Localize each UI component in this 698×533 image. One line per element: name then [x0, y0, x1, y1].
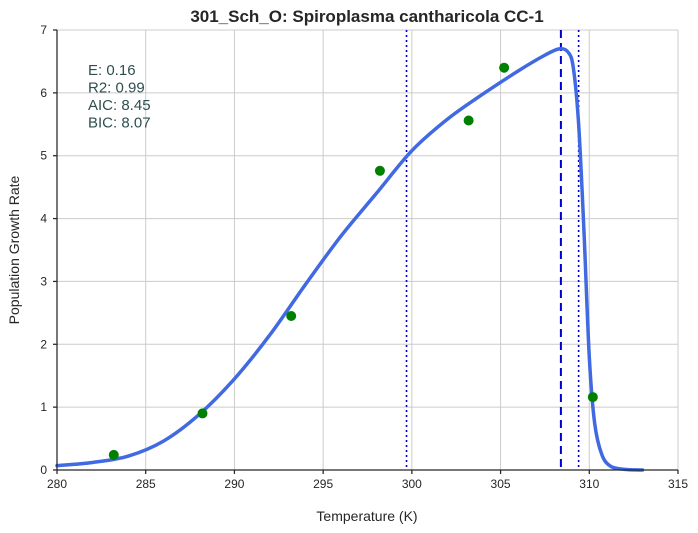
axes	[56, 30, 678, 471]
x-tick-label: 315	[668, 477, 688, 491]
x-tick-label: 290	[224, 477, 244, 491]
x-tick-label: 295	[313, 477, 333, 491]
x-tick-label: 280	[47, 477, 67, 491]
data-point	[108, 449, 119, 460]
data-point	[197, 408, 208, 419]
x-tick-label: 285	[136, 477, 156, 491]
fit-stat-line: BIC: 8.07	[88, 115, 151, 132]
y-tick-label: 7	[40, 23, 47, 37]
y-tick-label: 0	[40, 463, 47, 477]
fit-curve	[55, 46, 645, 472]
tick-labels: 280 285 290 295 300 305 310 315 0 1 2 3 4 5 6 7	[40, 23, 688, 491]
fit-stat-line: AIC: 8.45	[88, 97, 151, 114]
y-tick-label: 6	[40, 86, 47, 100]
x-tick-label: 310	[579, 477, 599, 491]
data-point	[463, 115, 474, 126]
data-points	[108, 62, 598, 460]
y-tick-label: 1	[40, 400, 47, 414]
y-axis-label: Population Growth Rate	[6, 175, 22, 324]
x-axis-label: Temperature (K)	[316, 508, 417, 524]
fit-stat-line: R2: 0.99	[88, 80, 145, 97]
y-tick-label: 4	[40, 212, 47, 226]
x-tick-label: 300	[402, 477, 422, 491]
reference-lines	[405, 30, 580, 470]
fit-stat-line: E: 0.16	[88, 62, 136, 79]
data-point	[374, 165, 385, 176]
x-tick-label: 305	[491, 477, 511, 491]
y-tick-label: 5	[40, 149, 47, 163]
y-tick-label: 3	[40, 274, 47, 288]
data-point	[587, 392, 598, 403]
grid-lines	[56, 29, 679, 471]
data-point	[286, 311, 297, 321]
y-tick-label: 2	[40, 337, 47, 351]
fit-curve-group	[55, 46, 645, 472]
data-point	[499, 62, 510, 73]
chart-title: 301_Sch_O: Spiroplasma cantharicola CC-1	[190, 7, 543, 26]
